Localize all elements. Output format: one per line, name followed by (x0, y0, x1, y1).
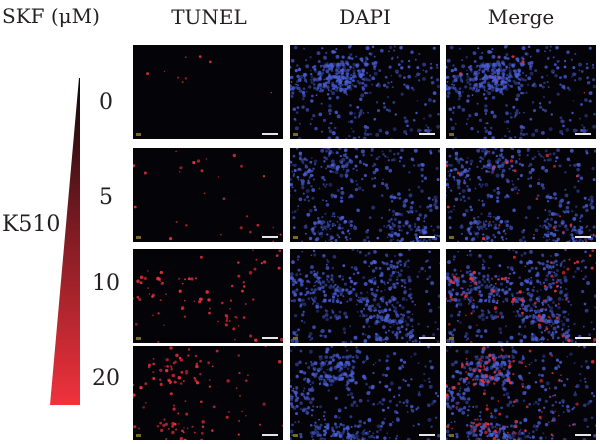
scale-bar (575, 337, 591, 339)
micrograph-image (446, 148, 596, 242)
scale-bar (419, 434, 435, 436)
micrograph-tunel-dose-20 (133, 346, 283, 440)
scale-marker (449, 337, 454, 340)
column-header-dapi: DAPI (339, 5, 391, 29)
dose-label-20: 20 (92, 366, 120, 391)
micrograph-image (446, 346, 596, 440)
concentration-wedge (50, 78, 80, 405)
micrograph-merge-dose-0 (446, 45, 596, 139)
micrograph-image (133, 150, 282, 242)
column-header-tunel: TUNEL (171, 5, 247, 29)
micrograph-dapi-dose-20 (290, 346, 440, 440)
micrograph-dapi-dose-5 (290, 148, 440, 242)
scale-bar (262, 434, 278, 436)
column-header-merge: Merge (487, 5, 555, 29)
micrograph-tunel-dose-5 (133, 148, 283, 242)
micrograph-image (146, 55, 273, 94)
micrograph-image (290, 346, 440, 440)
scale-bar (419, 337, 435, 339)
scale-bar (419, 133, 435, 135)
scale-marker (136, 133, 141, 136)
scale-marker (136, 337, 141, 340)
scale-bar (262, 337, 278, 339)
micrograph-image (290, 45, 440, 139)
scale-bar (419, 236, 435, 238)
micrograph-merge-dose-20 (446, 346, 596, 440)
scale-marker (293, 337, 298, 340)
micrograph-image (133, 249, 283, 343)
scale-marker (449, 434, 454, 437)
scale-marker (293, 236, 298, 239)
dose-label-10: 10 (92, 271, 120, 296)
micrograph-image (290, 249, 440, 343)
scale-bar (262, 133, 278, 135)
scale-marker (449, 236, 454, 239)
micrograph-image (290, 148, 440, 242)
scale-bar (575, 434, 591, 436)
micrograph-tunel-dose-10 (133, 249, 283, 343)
scale-bar (575, 236, 591, 238)
scale-marker (136, 236, 141, 239)
scale-marker (293, 434, 298, 437)
dose-label-5: 5 (99, 185, 113, 210)
treatment-label: SKF (μM) (2, 4, 100, 28)
scale-marker (449, 133, 454, 136)
scale-marker (293, 133, 298, 136)
scale-bar (575, 133, 591, 135)
micrograph-dapi-dose-10 (290, 249, 440, 343)
cell-line-label: K510 (2, 212, 61, 237)
micrograph-merge-dose-10 (446, 249, 596, 343)
micrograph-dapi-dose-0 (290, 45, 440, 139)
scale-marker (136, 434, 141, 437)
scale-bar (262, 236, 278, 238)
micrograph-tunel-dose-0 (133, 45, 283, 139)
dose-label-0: 0 (99, 90, 113, 115)
micrograph-image (446, 249, 596, 343)
micrograph-merge-dose-5 (446, 148, 596, 242)
micrograph-image (133, 346, 283, 440)
micrograph-image (446, 45, 596, 139)
